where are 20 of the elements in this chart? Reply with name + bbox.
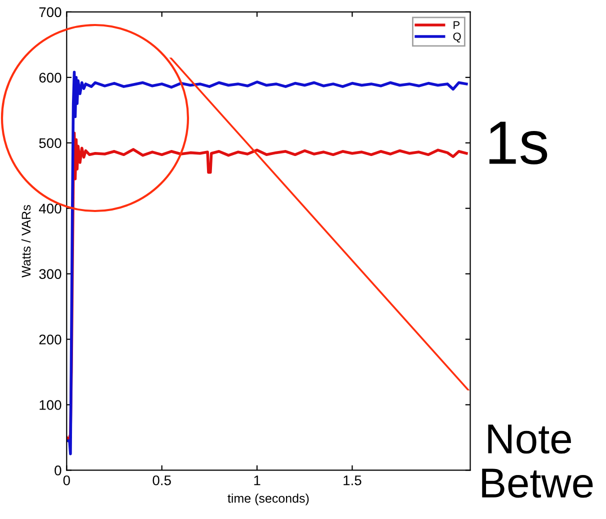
text: 1s <box>489 122 548 164</box>
x-tick-label: 1 <box>254 476 260 486</box>
y-tick-label: 600 <box>39 72 62 83</box>
x-axis-title: time (seconds) <box>228 494 309 506</box>
y-tick-label: 0 <box>54 466 62 476</box>
legend-label: P <box>454 21 460 29</box>
y-axis-title: Watts / VARs <box>21 205 31 278</box>
x-tick-label: 1.5 <box>344 476 362 486</box>
y-tick-label: 500 <box>39 138 62 148</box>
y-tick-label: 100 <box>40 400 62 410</box>
text: Note <box>488 424 571 454</box>
line-series <box>66 70 468 456</box>
y-tick-label: 400 <box>38 204 62 214</box>
x-tick-label: 0 <box>63 475 70 486</box>
y-tick-label: 300 <box>39 269 62 279</box>
x-tick-label: 0.5 <box>152 475 171 486</box>
text: Betwe <box>482 468 593 498</box>
legend-label: Q <box>453 32 461 42</box>
y-tick-label: 200 <box>39 334 62 344</box>
y-tick-label: 700 <box>39 7 62 18</box>
